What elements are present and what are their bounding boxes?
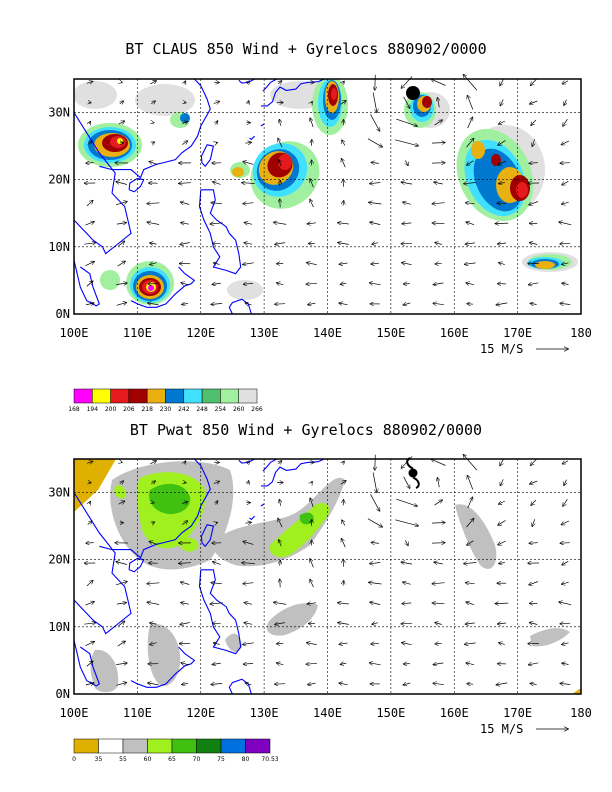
colorbar-swatch — [171, 738, 197, 754]
vector-reference-label: 15 M/S — [480, 342, 523, 356]
colorbar-swatch — [98, 738, 124, 754]
panel1-cloud-field — [74, 79, 578, 305]
wind-vectors — [84, 75, 572, 686]
y-tick-label: 30N — [48, 106, 70, 120]
colorbar-label: 242 — [178, 406, 190, 413]
panel2-frame — [73, 458, 582, 695]
colorbar-label: 230 — [160, 406, 172, 413]
x-tick-label: 120E — [186, 706, 215, 720]
colorbar-label: 200 — [105, 406, 117, 413]
panel2-title: BT Pwat 850 Wind + Gyrelocs 880902/0000 — [129, 421, 483, 439]
colorbar-label: 55 — [119, 756, 127, 763]
colorbar-label: 194 — [87, 406, 99, 413]
colorbar-label: 75 — [217, 756, 225, 763]
vector-reference-label: 15 M/S — [480, 722, 523, 736]
colorbar-label: 260 — [233, 406, 245, 413]
colorbar-swatch — [73, 738, 99, 754]
colorbar-label: 206 — [123, 406, 135, 413]
colorbar-swatch — [147, 738, 173, 754]
colorbar-swatch — [238, 388, 258, 404]
gridlines — [74, 79, 581, 694]
colorbar-label: 266 — [251, 406, 263, 413]
x-tick-label: 180 — [570, 706, 592, 720]
x-tick-label: 140E — [313, 326, 342, 340]
colorbar-swatch — [201, 388, 221, 404]
x-tick-label: 100E — [60, 326, 89, 340]
colorbar-swatch — [196, 738, 222, 754]
y-tick-label: 30N — [48, 486, 70, 500]
x-tick-label: 110E — [123, 326, 152, 340]
colorbar-swatch — [220, 388, 239, 404]
panel1-frame — [73, 78, 582, 315]
colorbar-swatch — [165, 388, 185, 404]
colorbar-label: 248 — [196, 406, 208, 413]
colorbar-swatch — [92, 388, 111, 404]
colorbar-label: 70 — [193, 756, 201, 763]
typhoon-symbol-icon — [406, 457, 420, 489]
colorbar-label: 35 — [95, 756, 103, 763]
x-tick-label: 130E — [250, 706, 279, 720]
colorbar-label: 218 — [141, 406, 153, 413]
x-tick-label: 170E — [503, 326, 532, 340]
typhoon-symbol — [406, 86, 420, 100]
y-tick-label: 10N — [48, 240, 70, 254]
colorbar-label: 254 — [215, 406, 227, 413]
colorbar-label: 60 — [144, 756, 152, 763]
x-tick-label: 180 — [570, 326, 592, 340]
colorbar-swatch — [73, 388, 93, 404]
colorbar-label: 70.53 — [261, 756, 278, 763]
x-tick-label: 150E — [376, 326, 405, 340]
x-tick-label: 140E — [313, 706, 342, 720]
panel1-title: BT CLAUS 850 Wind + Gyrelocs 880902/0000 — [125, 40, 487, 58]
x-tick-label: 150E — [376, 706, 405, 720]
x-tick-label: 110E — [123, 706, 152, 720]
x-tick-label: 160E — [440, 706, 469, 720]
y-tick-label: 0N — [56, 687, 70, 701]
panel2-colorbar: 0 35 55 60 65 70 75 80 70.53 — [72, 738, 279, 763]
x-tick-label: 160E — [440, 326, 469, 340]
colorbar-swatch — [110, 388, 130, 404]
colorbar-label: 65 — [168, 756, 176, 763]
colorbar-swatch — [245, 738, 271, 754]
x-tick-label: 130E — [250, 326, 279, 340]
panel1-colorbar: 168 194 200 206 218 230 242 248 254 260 266 — [68, 388, 263, 413]
y-tick-label: 0N — [56, 307, 70, 321]
colorbar-swatch — [122, 738, 148, 754]
x-tick-label: 120E — [186, 326, 215, 340]
x-tick-label: 170E — [503, 706, 532, 720]
colorbar-swatch — [128, 388, 148, 404]
x-tick-label: 100E — [60, 706, 89, 720]
colorbar-swatch — [183, 388, 203, 404]
y-tick-label: 20N — [48, 173, 70, 187]
y-tick-label: 10N — [48, 620, 70, 634]
y-tick-label: 20N — [48, 553, 70, 567]
colorbar-swatch — [146, 388, 166, 404]
colorbar-swatch — [220, 738, 246, 754]
colorbar-label: 168 — [68, 406, 80, 413]
colorbar-label: 0 — [72, 756, 76, 763]
colorbar-label: 80 — [242, 756, 250, 763]
